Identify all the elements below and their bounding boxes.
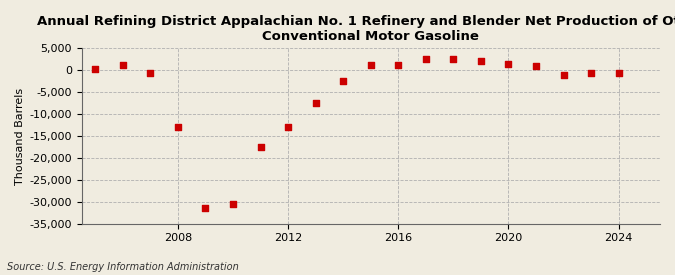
Point — [173, 125, 184, 130]
Point — [338, 79, 348, 83]
Point — [531, 64, 541, 68]
Point — [476, 59, 487, 64]
Point — [448, 57, 459, 62]
Point — [310, 101, 321, 105]
Point — [255, 145, 266, 149]
Point — [586, 71, 597, 76]
Text: Source: U.S. Energy Information Administration: Source: U.S. Energy Information Administ… — [7, 262, 238, 272]
Title: Annual Refining District Appalachian No. 1 Refinery and Blender Net Production o: Annual Refining District Appalachian No.… — [37, 15, 675, 43]
Point — [283, 125, 294, 130]
Point — [200, 206, 211, 211]
Point — [503, 62, 514, 66]
Point — [558, 72, 569, 77]
Y-axis label: Thousand Barrels: Thousand Barrels — [15, 87, 25, 185]
Point — [614, 71, 624, 76]
Point — [393, 62, 404, 67]
Point — [421, 57, 431, 62]
Point — [365, 63, 376, 67]
Point — [227, 202, 238, 206]
Point — [145, 71, 156, 75]
Point — [90, 67, 101, 71]
Point — [117, 63, 128, 67]
